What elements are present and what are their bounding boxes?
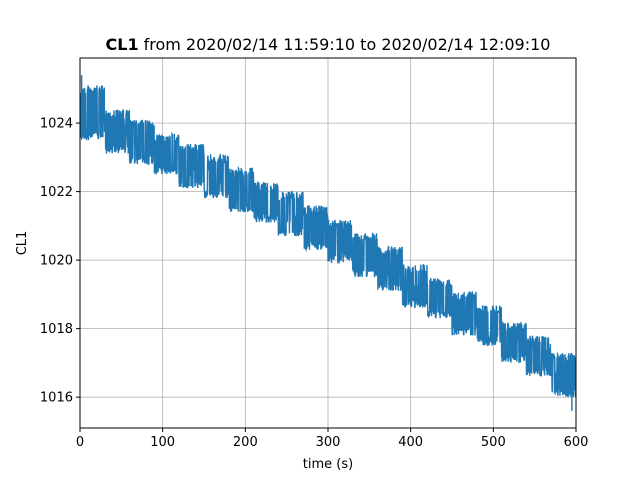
x-tick-label: 400 xyxy=(398,435,423,450)
chart-title-channel: CL1 xyxy=(106,35,139,54)
y-tick-label: 1018 xyxy=(40,322,73,337)
x-tick-label: 500 xyxy=(481,435,506,450)
chart-title-range: from 2020/02/14 11:59:10 to 2020/02/14 1… xyxy=(144,35,551,54)
y-tick-label: 1022 xyxy=(40,185,73,200)
x-tick-label: 0 xyxy=(76,435,84,450)
series-cl1 xyxy=(80,75,576,411)
x-tick-label: 300 xyxy=(316,435,341,450)
y-tick-label: 1016 xyxy=(40,391,73,406)
y-tick-label: 1020 xyxy=(40,254,73,269)
chart-title: CL1 from 2020/02/14 11:59:10 to 2020/02/1… xyxy=(106,35,551,54)
series-line-cl1 xyxy=(80,75,576,411)
x-tick-label: 100 xyxy=(150,435,175,450)
y-tick-label: 1024 xyxy=(40,117,73,132)
y-axis-label: CL1 xyxy=(15,231,30,256)
ticks: 0 100 200 300 400 500 600 1016 1018 1020 1022 1024 xyxy=(40,117,589,450)
x-axis-label: time (s) xyxy=(303,457,353,472)
x-tick-label: 600 xyxy=(564,435,589,450)
x-tick-label: 200 xyxy=(233,435,258,450)
